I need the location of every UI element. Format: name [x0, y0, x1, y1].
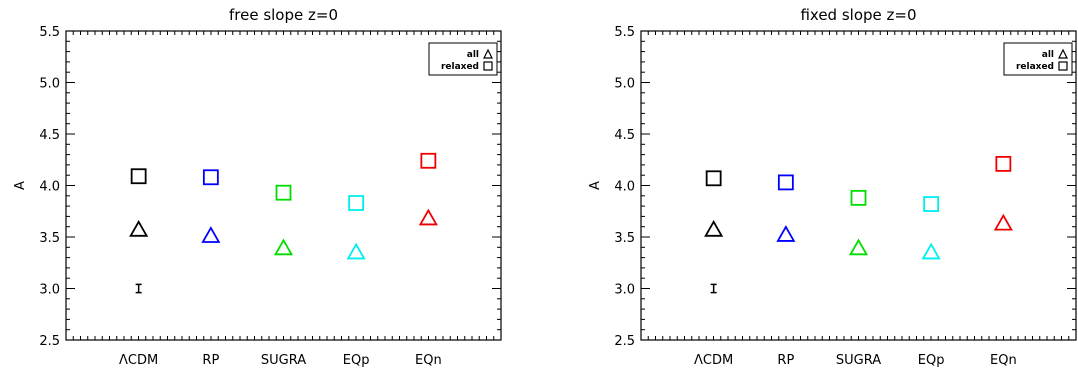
data-point-triangle — [776, 225, 796, 242]
y-tick-label: 2.5 — [39, 334, 60, 349]
data-point-triangle — [129, 219, 149, 237]
legend-marker-triangle — [1058, 48, 1068, 59]
data-point-square — [202, 169, 219, 186]
legend-box — [428, 42, 498, 76]
y-tick-label: 5.5 — [39, 25, 60, 40]
x-category-label: RP — [202, 353, 219, 368]
x-category-label: ΛCDM — [119, 353, 158, 368]
chart-title: fixed slope z=0 — [800, 6, 916, 24]
legend-label: relaxed — [441, 62, 479, 72]
y-tick-label: 3.5 — [614, 231, 635, 246]
data-point-triangle — [346, 242, 366, 260]
chart-title: free slope z=0 — [229, 6, 338, 24]
y-axis-label: A — [588, 181, 603, 190]
legend-label: relaxed — [1016, 62, 1054, 72]
x-category-label: SUGRA — [836, 353, 881, 368]
data-point-triangle — [848, 238, 869, 256]
chart-panel-1: free slope z=0 2.5 3.0 3.5 4.0 4.5 5.0 5.5 A ΛCDM… — [13, 6, 502, 368]
data-point-square — [420, 152, 437, 169]
data-point-triangle — [201, 226, 221, 243]
x-category-label: EQp — [343, 353, 370, 368]
y-tick-label: 3.0 — [39, 283, 60, 298]
y-tick-label: 4.0 — [39, 180, 60, 195]
y-tick-label: 5.0 — [614, 77, 635, 92]
y-tick-label: 5.0 — [39, 77, 60, 92]
x-category-label: EQn — [415, 353, 442, 368]
legend-marker-square — [483, 61, 493, 71]
data-point-triangle — [993, 213, 1013, 231]
data-point-square — [850, 189, 867, 206]
legend-marker-triangle — [483, 48, 493, 59]
data-point-triangle — [418, 208, 438, 226]
data-point-square — [348, 195, 365, 211]
data-point-triangle — [704, 219, 724, 237]
chart-panel-2: fixed slope z=0 2.5 3.0 3.5 4.0 4.5 5.0 5.5 A ΛCD… — [588, 6, 1077, 368]
y-tick-label: 3.0 — [614, 283, 635, 298]
data-point-square — [705, 170, 722, 187]
x-category-label: EQp — [918, 353, 945, 368]
y-axis-label: A — [13, 181, 28, 190]
legend-label: all — [467, 50, 479, 60]
y-tick-label: 4.5 — [39, 128, 60, 143]
x-category-label: ΛCDM — [694, 353, 733, 368]
x-category-label: SUGRA — [261, 353, 306, 368]
legend-label: all — [1042, 50, 1054, 60]
y-tick-label: 2.5 — [614, 334, 635, 349]
data-point-square — [275, 184, 292, 201]
y-tick-label: 3.5 — [39, 231, 60, 246]
legend: all relaxed — [1003, 42, 1073, 76]
y-tick-label: 5.5 — [614, 25, 635, 40]
data-point-square — [777, 174, 794, 191]
data-point-triangle — [273, 238, 294, 256]
data-point-square — [995, 155, 1012, 172]
y-tick-label: 4.5 — [614, 128, 635, 143]
y-tick-label: 4.0 — [614, 180, 635, 195]
legend: all relaxed — [428, 42, 498, 76]
x-category-label: EQn — [990, 353, 1017, 368]
data-point-square — [923, 196, 940, 212]
data-point-triangle — [921, 242, 941, 260]
legend-marker-square — [1058, 61, 1068, 71]
data-point-square — [130, 168, 147, 185]
x-category-label: RP — [777, 353, 794, 368]
